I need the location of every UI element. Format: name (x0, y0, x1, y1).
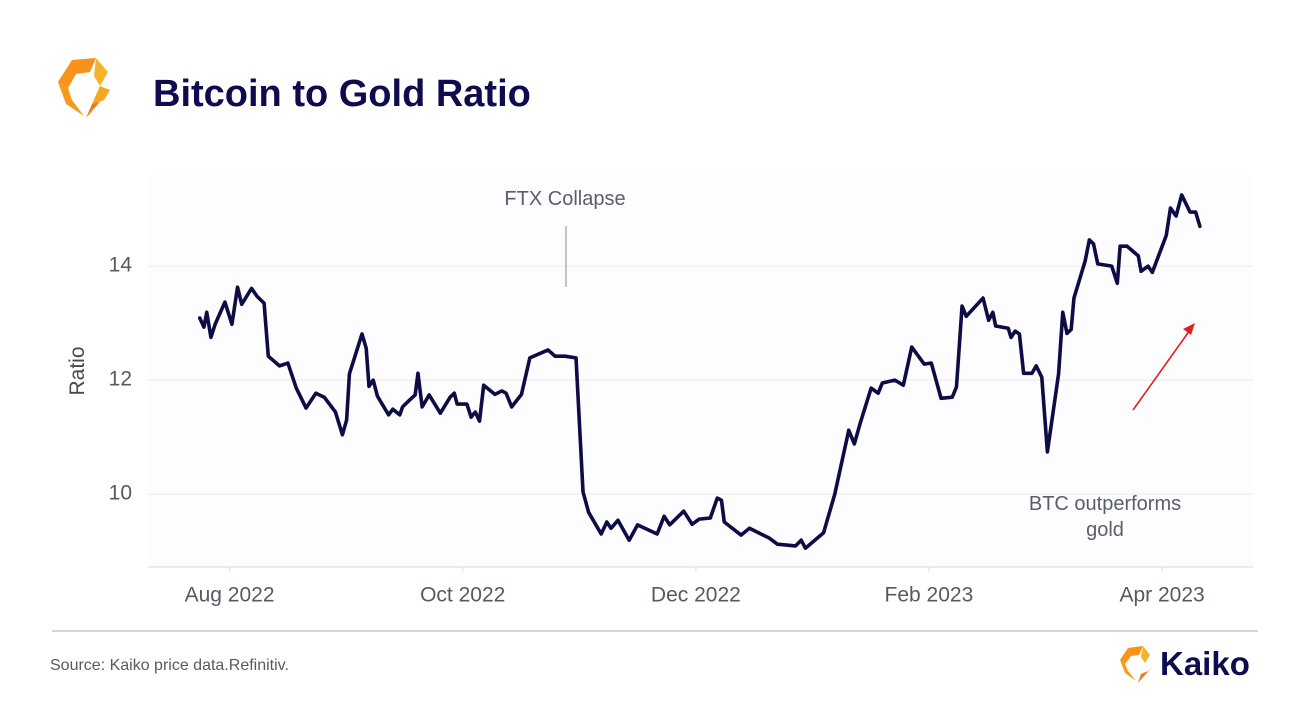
arrow-head (1183, 323, 1195, 335)
annotation-ftx: FTX Collapse (504, 188, 625, 210)
x-tick-label: Feb 2023 (885, 584, 974, 607)
y-tick-label: 14 (109, 254, 133, 277)
y-axis-label: Ratio (66, 346, 89, 395)
annotation-note: BTC outperforms gold (1028, 493, 1182, 541)
brand-logo (1120, 646, 1152, 683)
brand-name: Kaiko (1160, 645, 1250, 682)
chart-title: Bitcoin to Gold Ratio (153, 73, 531, 115)
x-tick-label: Aug 2022 (185, 584, 275, 607)
plot-area (148, 175, 1253, 567)
source-note: Source: Kaiko price data.Refinitiv. (50, 657, 289, 674)
y-tick-label: 10 (109, 482, 132, 505)
data-line (197, 193, 1202, 550)
annotation-arrow (1132, 329, 1191, 411)
logo (58, 58, 110, 118)
grid (148, 265, 1253, 495)
y-tick-label: 12 (109, 368, 132, 391)
x-tick-label: Dec 2022 (651, 584, 741, 607)
x-tick-label: Oct 2022 (420, 584, 505, 607)
x-tick-label: Apr 2023 (1119, 584, 1204, 607)
